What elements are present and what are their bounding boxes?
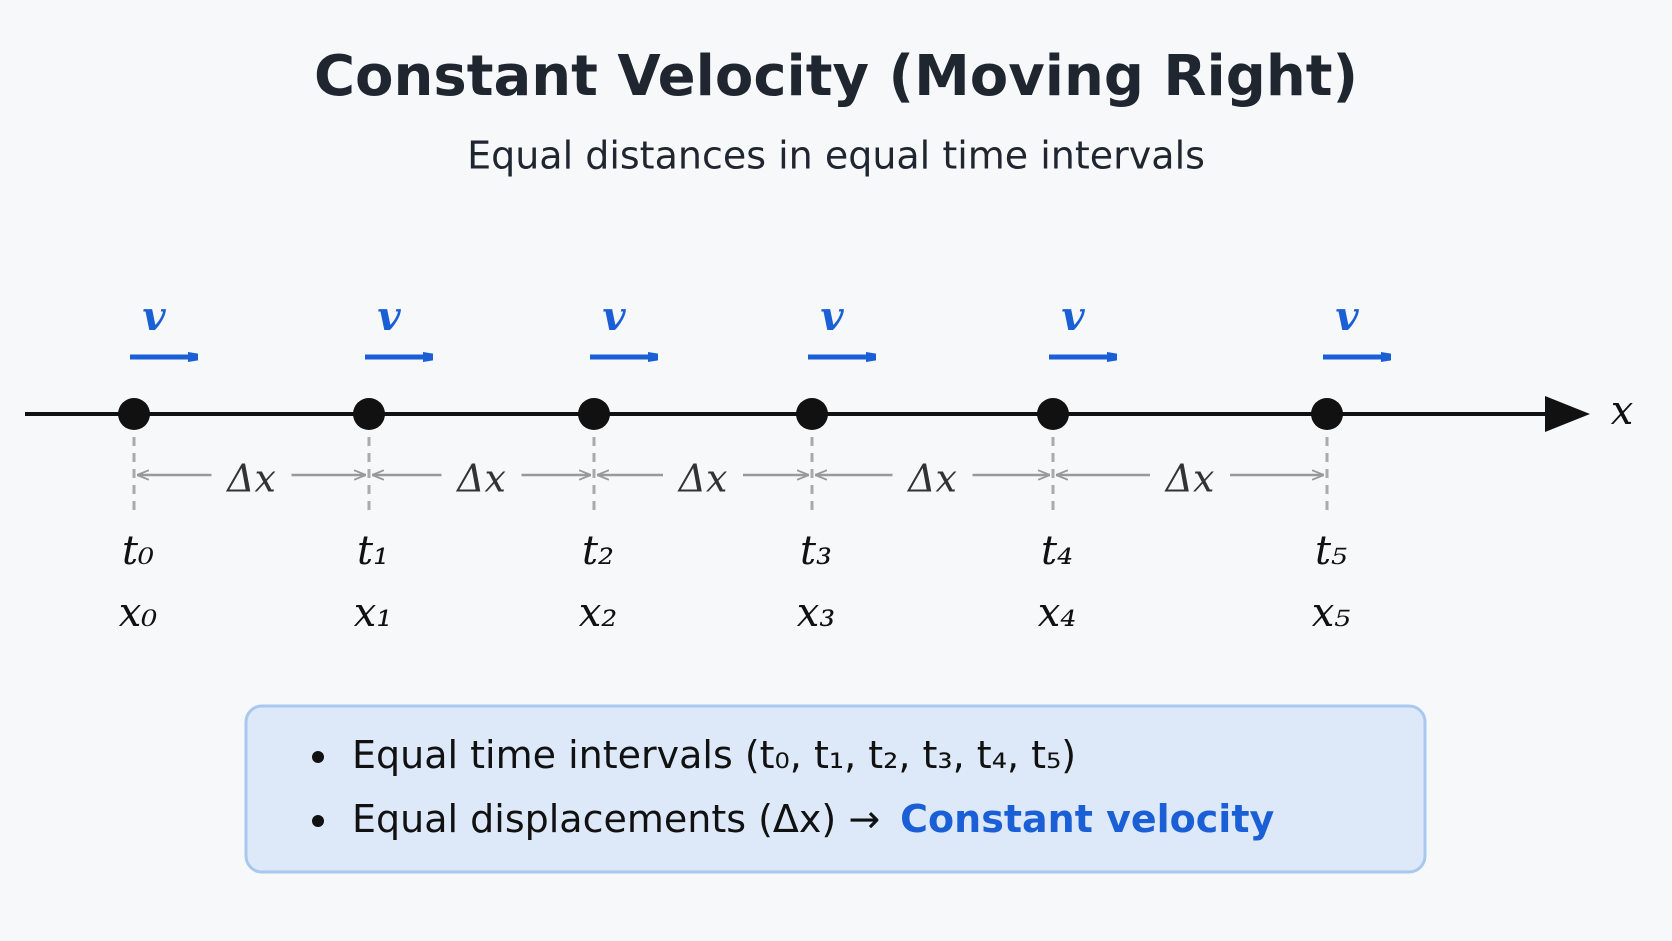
interval-label: Δx [677,457,728,501]
velocity-label: v [602,293,626,340]
point [118,398,150,430]
bullet-dot [312,751,324,763]
time-label: t₀ [122,528,154,574]
info-box [244,704,1427,874]
axis-label: x [1611,388,1634,434]
time-label: t₅ [1315,528,1347,574]
time-label: t₄ [1041,528,1073,574]
interval-label: Δx [225,457,276,501]
point [1037,398,1069,430]
position-label: x₁ [354,590,393,636]
position-label: x₀ [119,590,158,636]
title: Constant Velocity (Moving Right) [314,44,1358,109]
points-layer: v t₀ x₀ v t₁ x₁ v t₂ x₂ v t₃ x₃ v t₄ x₄ v t₅ x₅ Δx Δx Δx Δx Δx [118,293,1389,636]
velocity-label: v [1335,293,1359,340]
info-box-content: Equal time intervals (t₀, t₁, t₂, t₃, t₄… [312,733,1274,841]
point [1311,398,1343,430]
interval-label: Δx [1164,457,1215,501]
velocity-label: v [1061,293,1085,340]
position-label: x₄ [1038,590,1077,636]
velocity-label: v [142,293,166,340]
velocity-label: v [820,293,844,340]
interval-label: Δx [455,457,506,501]
bullet-highlight: Constant velocity [900,797,1274,841]
axis-arrowhead [1545,396,1590,432]
bullet-text-main: Equal displacements (Δx) → [352,797,880,841]
position-label: x₃ [797,590,836,636]
time-label: t₂ [582,528,614,574]
bullet-text-main: Equal time intervals (t₀, t₁, t₂, t₃, t₄… [352,733,1076,777]
position-label: x₂ [579,590,618,636]
position-label: x₅ [1312,590,1351,636]
interval-label: Δx [906,457,957,501]
point [353,398,385,430]
point [578,398,610,430]
velocity-label: v [377,293,401,340]
bullet-text: Equal time intervals (t₀, t₁, t₂, t₃, t₄… [352,733,1076,777]
subtitle: Equal distances in equal time intervals [467,134,1205,178]
bullet-dot [312,815,324,827]
bullet-text: Equal displacements (Δx) → Constant veloc… [352,797,1274,841]
point [796,398,828,430]
time-label: t₁ [357,528,389,574]
time-label: t₃ [800,528,832,574]
